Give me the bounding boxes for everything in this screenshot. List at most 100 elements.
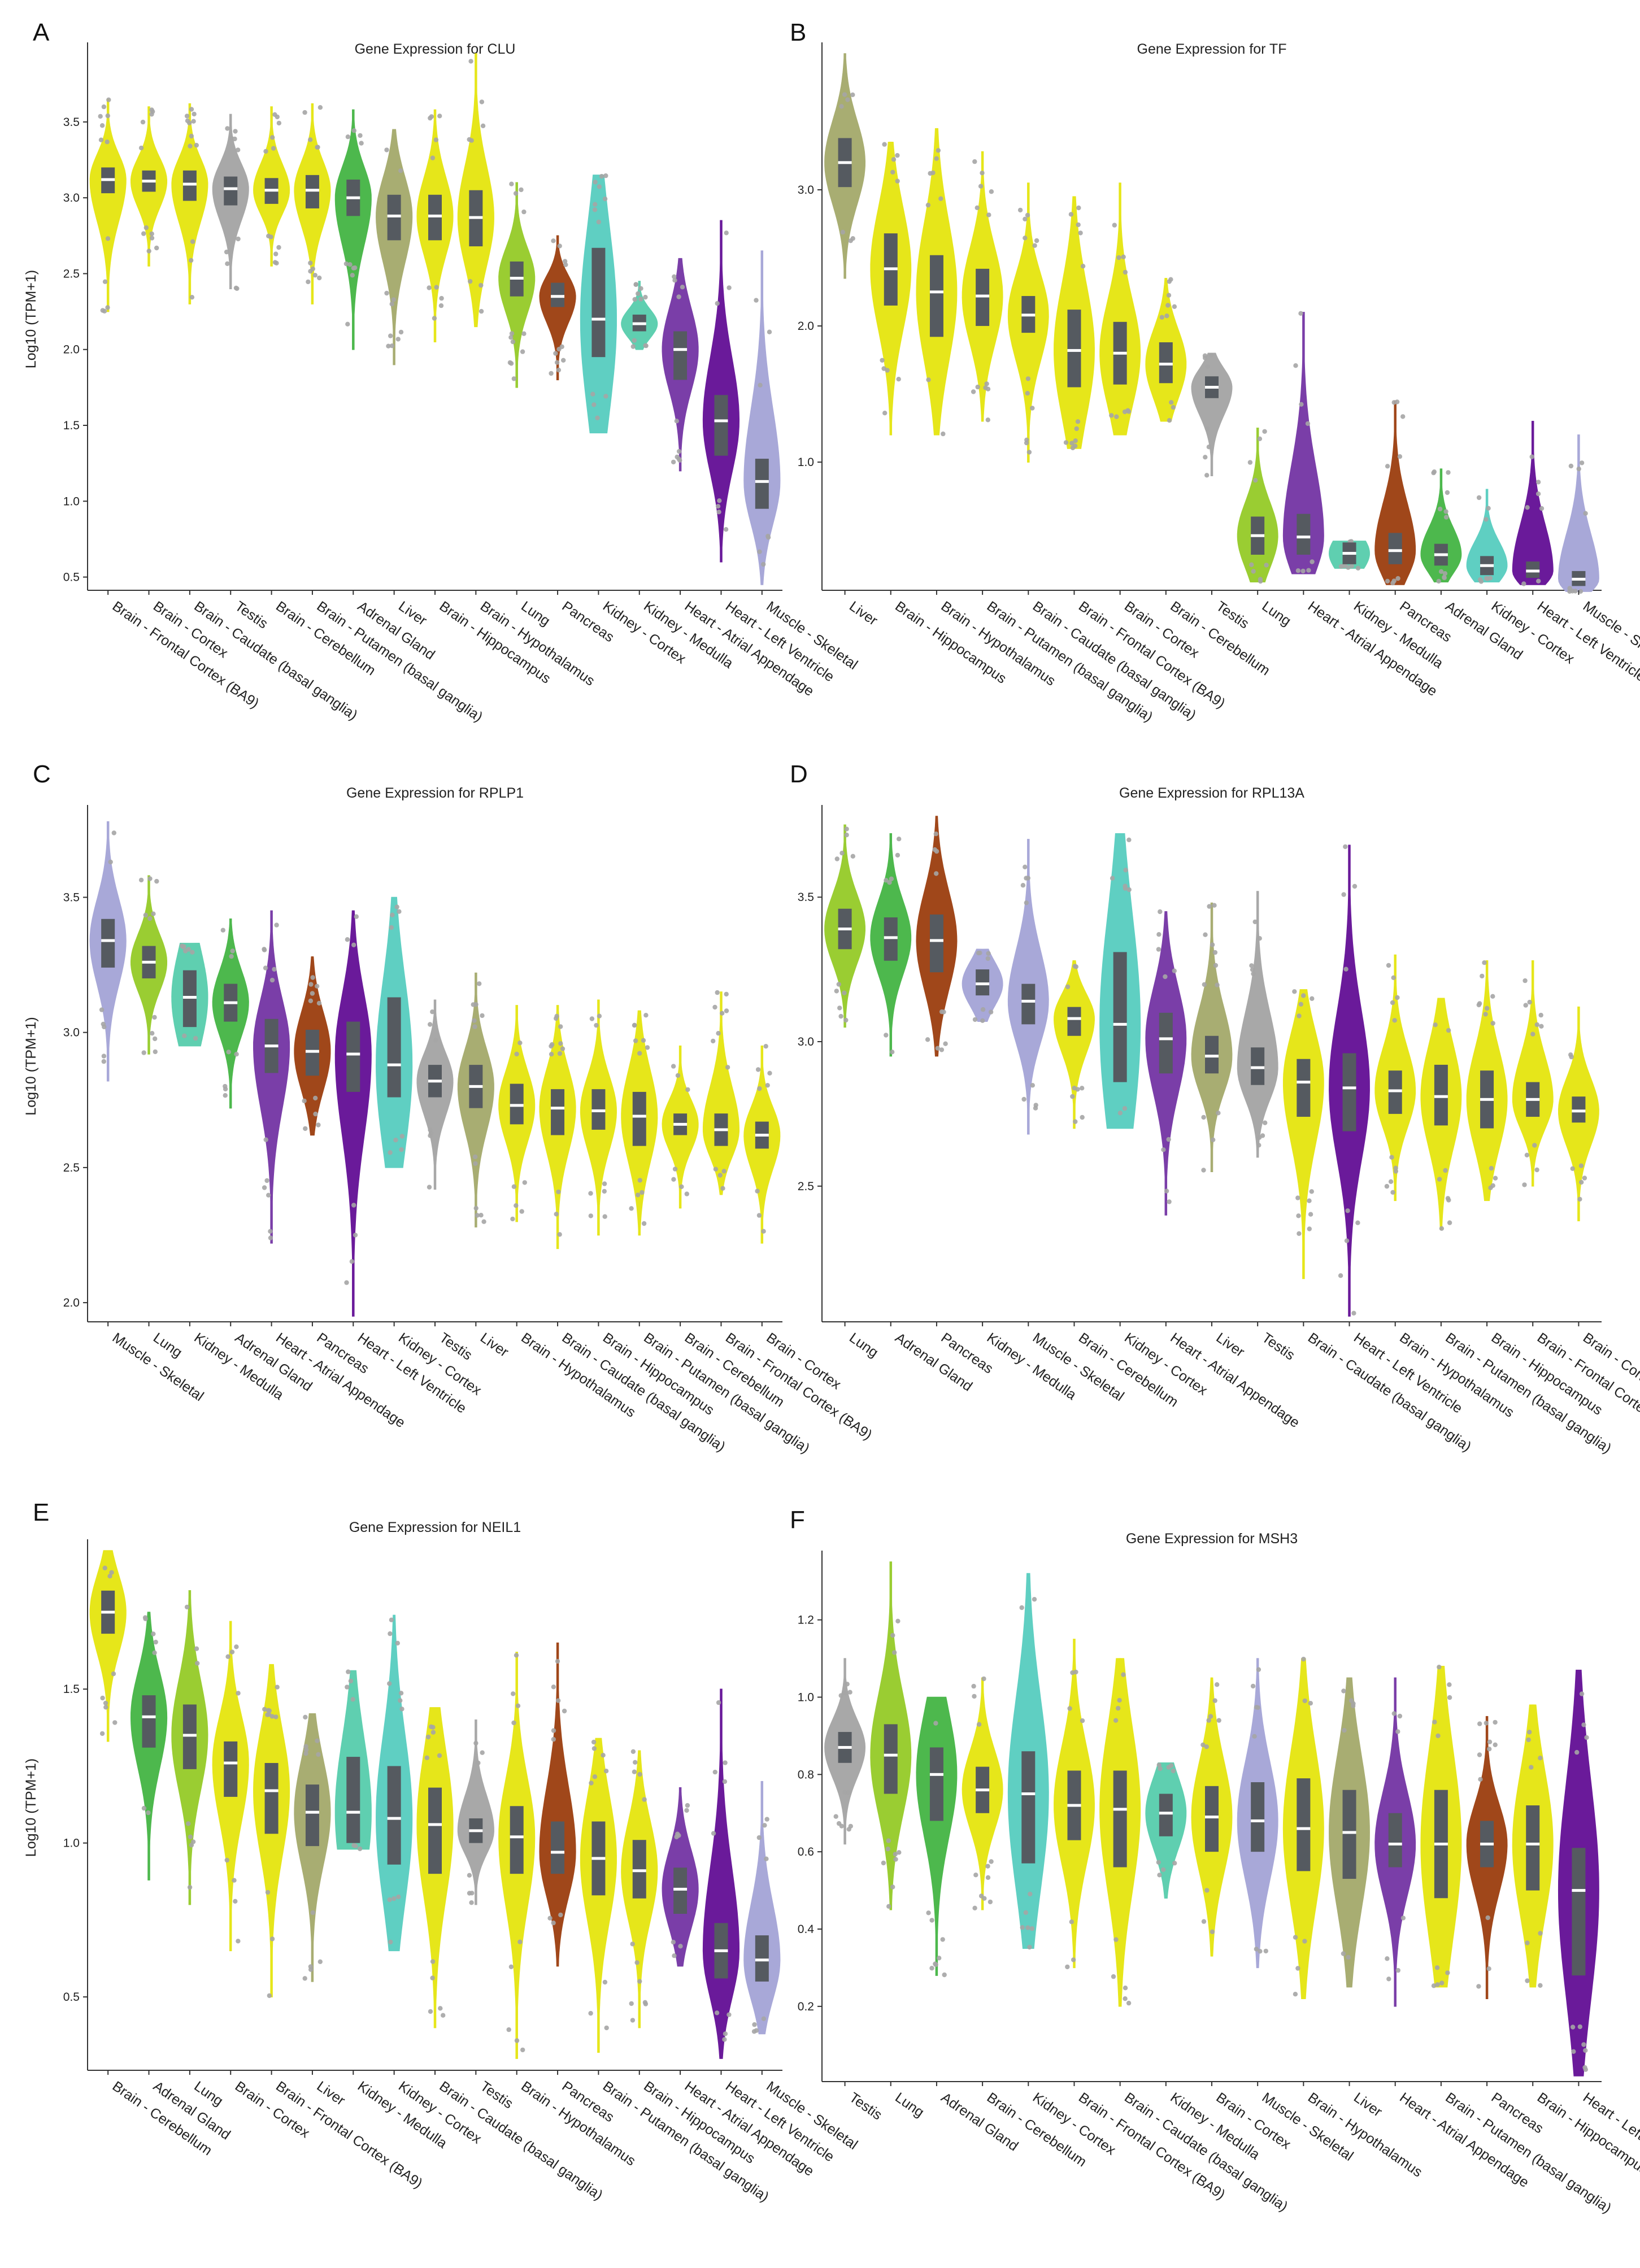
outlier-point <box>1348 1698 1354 1703</box>
outlier-point <box>1570 2025 1576 2030</box>
outlier-point <box>101 104 107 110</box>
outlier-point <box>985 1875 991 1880</box>
violin-shape <box>743 250 781 585</box>
outlier-point <box>1305 421 1311 426</box>
outlier-point <box>351 265 356 271</box>
outlier-point <box>1338 564 1344 569</box>
outlier-point <box>1529 454 1534 459</box>
outlier-point <box>685 1803 690 1808</box>
outlier-point <box>1447 1695 1452 1700</box>
outlier-point <box>972 159 977 164</box>
outlier-point <box>346 1669 351 1674</box>
outlier-point <box>186 947 191 952</box>
outlier-point <box>317 105 323 110</box>
outlier-point <box>1080 1115 1085 1120</box>
outlier-point <box>1478 579 1484 584</box>
outlier-point <box>313 1111 318 1117</box>
outlier-point <box>229 954 234 959</box>
outlier-point <box>560 1046 565 1051</box>
outlier-point <box>1388 1179 1394 1184</box>
outlier-point <box>141 1050 146 1055</box>
outlier-point <box>477 981 482 986</box>
outlier-point <box>1397 454 1403 459</box>
outlier-point <box>767 329 772 334</box>
outlier-point <box>727 2012 732 2017</box>
outlier-point <box>1569 1054 1574 1060</box>
iqr-box <box>551 1089 565 1135</box>
y-tick-label: 3.0 <box>798 1035 814 1048</box>
outlier-point <box>430 1959 436 1964</box>
outlier-point <box>225 261 230 266</box>
median-line <box>305 1810 319 1814</box>
outlier-point <box>1582 1176 1587 1181</box>
outlier-point <box>1390 1190 1395 1195</box>
outlier-point <box>551 1736 556 1742</box>
outlier-point <box>1074 426 1079 432</box>
outlier-point <box>1345 1208 1350 1213</box>
outlier-point <box>1111 1974 1116 1979</box>
iqr-box <box>976 969 990 996</box>
outlier-point <box>308 1964 314 1969</box>
outlier-point <box>1432 1719 1437 1725</box>
outlier-point <box>1021 1096 1026 1102</box>
outlier-point <box>1258 577 1263 582</box>
outlier-point <box>1024 900 1029 906</box>
iqr-box <box>1113 952 1127 1082</box>
outlier-point <box>102 1024 107 1030</box>
outlier-point <box>1539 506 1545 511</box>
outlier-point <box>1437 1665 1442 1670</box>
outlier-point <box>978 184 984 189</box>
outlier-point <box>187 1884 193 1890</box>
outlier-point <box>428 1724 434 1729</box>
median-line <box>1434 1842 1448 1845</box>
outlier-point <box>589 1781 594 1786</box>
violin-shape <box>702 991 740 1195</box>
outlier-point <box>151 1631 156 1636</box>
outlier-point <box>150 1031 155 1036</box>
outlier-point <box>1400 414 1406 419</box>
outlier-point <box>926 377 931 382</box>
outlier-point <box>637 1771 642 1777</box>
outlier-point <box>674 419 680 424</box>
outlier-point <box>430 1730 436 1735</box>
outlier-point <box>1538 1931 1543 1936</box>
median-line <box>1205 386 1219 389</box>
outlier-point <box>1201 1168 1206 1173</box>
outlier-point <box>1164 314 1169 319</box>
outlier-point <box>101 1054 107 1059</box>
outlier-point <box>189 107 194 112</box>
median-line <box>838 928 852 931</box>
outlier-point <box>432 316 437 321</box>
outlier-point <box>1476 495 1482 500</box>
violin-shape <box>1099 182 1141 436</box>
outlier-point <box>633 282 638 287</box>
outlier-point <box>638 286 643 291</box>
outlier-point <box>1395 1967 1400 1973</box>
outlier-point <box>633 1038 638 1043</box>
outlier-point <box>1123 883 1128 889</box>
violin-shape <box>1282 312 1324 574</box>
outlier-point <box>1025 1925 1030 1930</box>
outlier-point <box>1123 269 1128 275</box>
outlier-point <box>467 1873 472 1878</box>
outlier-point <box>1310 559 1315 564</box>
outlier-point <box>643 1013 649 1018</box>
outlier-point <box>941 431 946 437</box>
iqr-box <box>428 194 442 241</box>
outlier-point <box>428 1128 433 1133</box>
outlier-point <box>1076 222 1081 228</box>
outlier-point <box>602 1979 608 1985</box>
outlier-point <box>111 1671 116 1677</box>
outlier-point <box>549 371 554 376</box>
outlier-point <box>1484 1721 1489 1726</box>
outlier-point <box>895 1618 901 1623</box>
iqr-box <box>714 395 728 456</box>
outlier-point <box>1338 1273 1343 1278</box>
outlier-point <box>103 1700 108 1706</box>
iqr-box <box>1205 1786 1219 1852</box>
median-line <box>1159 1812 1173 1815</box>
outlier-point <box>642 1797 647 1802</box>
outlier-point <box>272 967 277 972</box>
outlier-point <box>192 111 197 117</box>
outlier-point <box>1525 1978 1530 1983</box>
